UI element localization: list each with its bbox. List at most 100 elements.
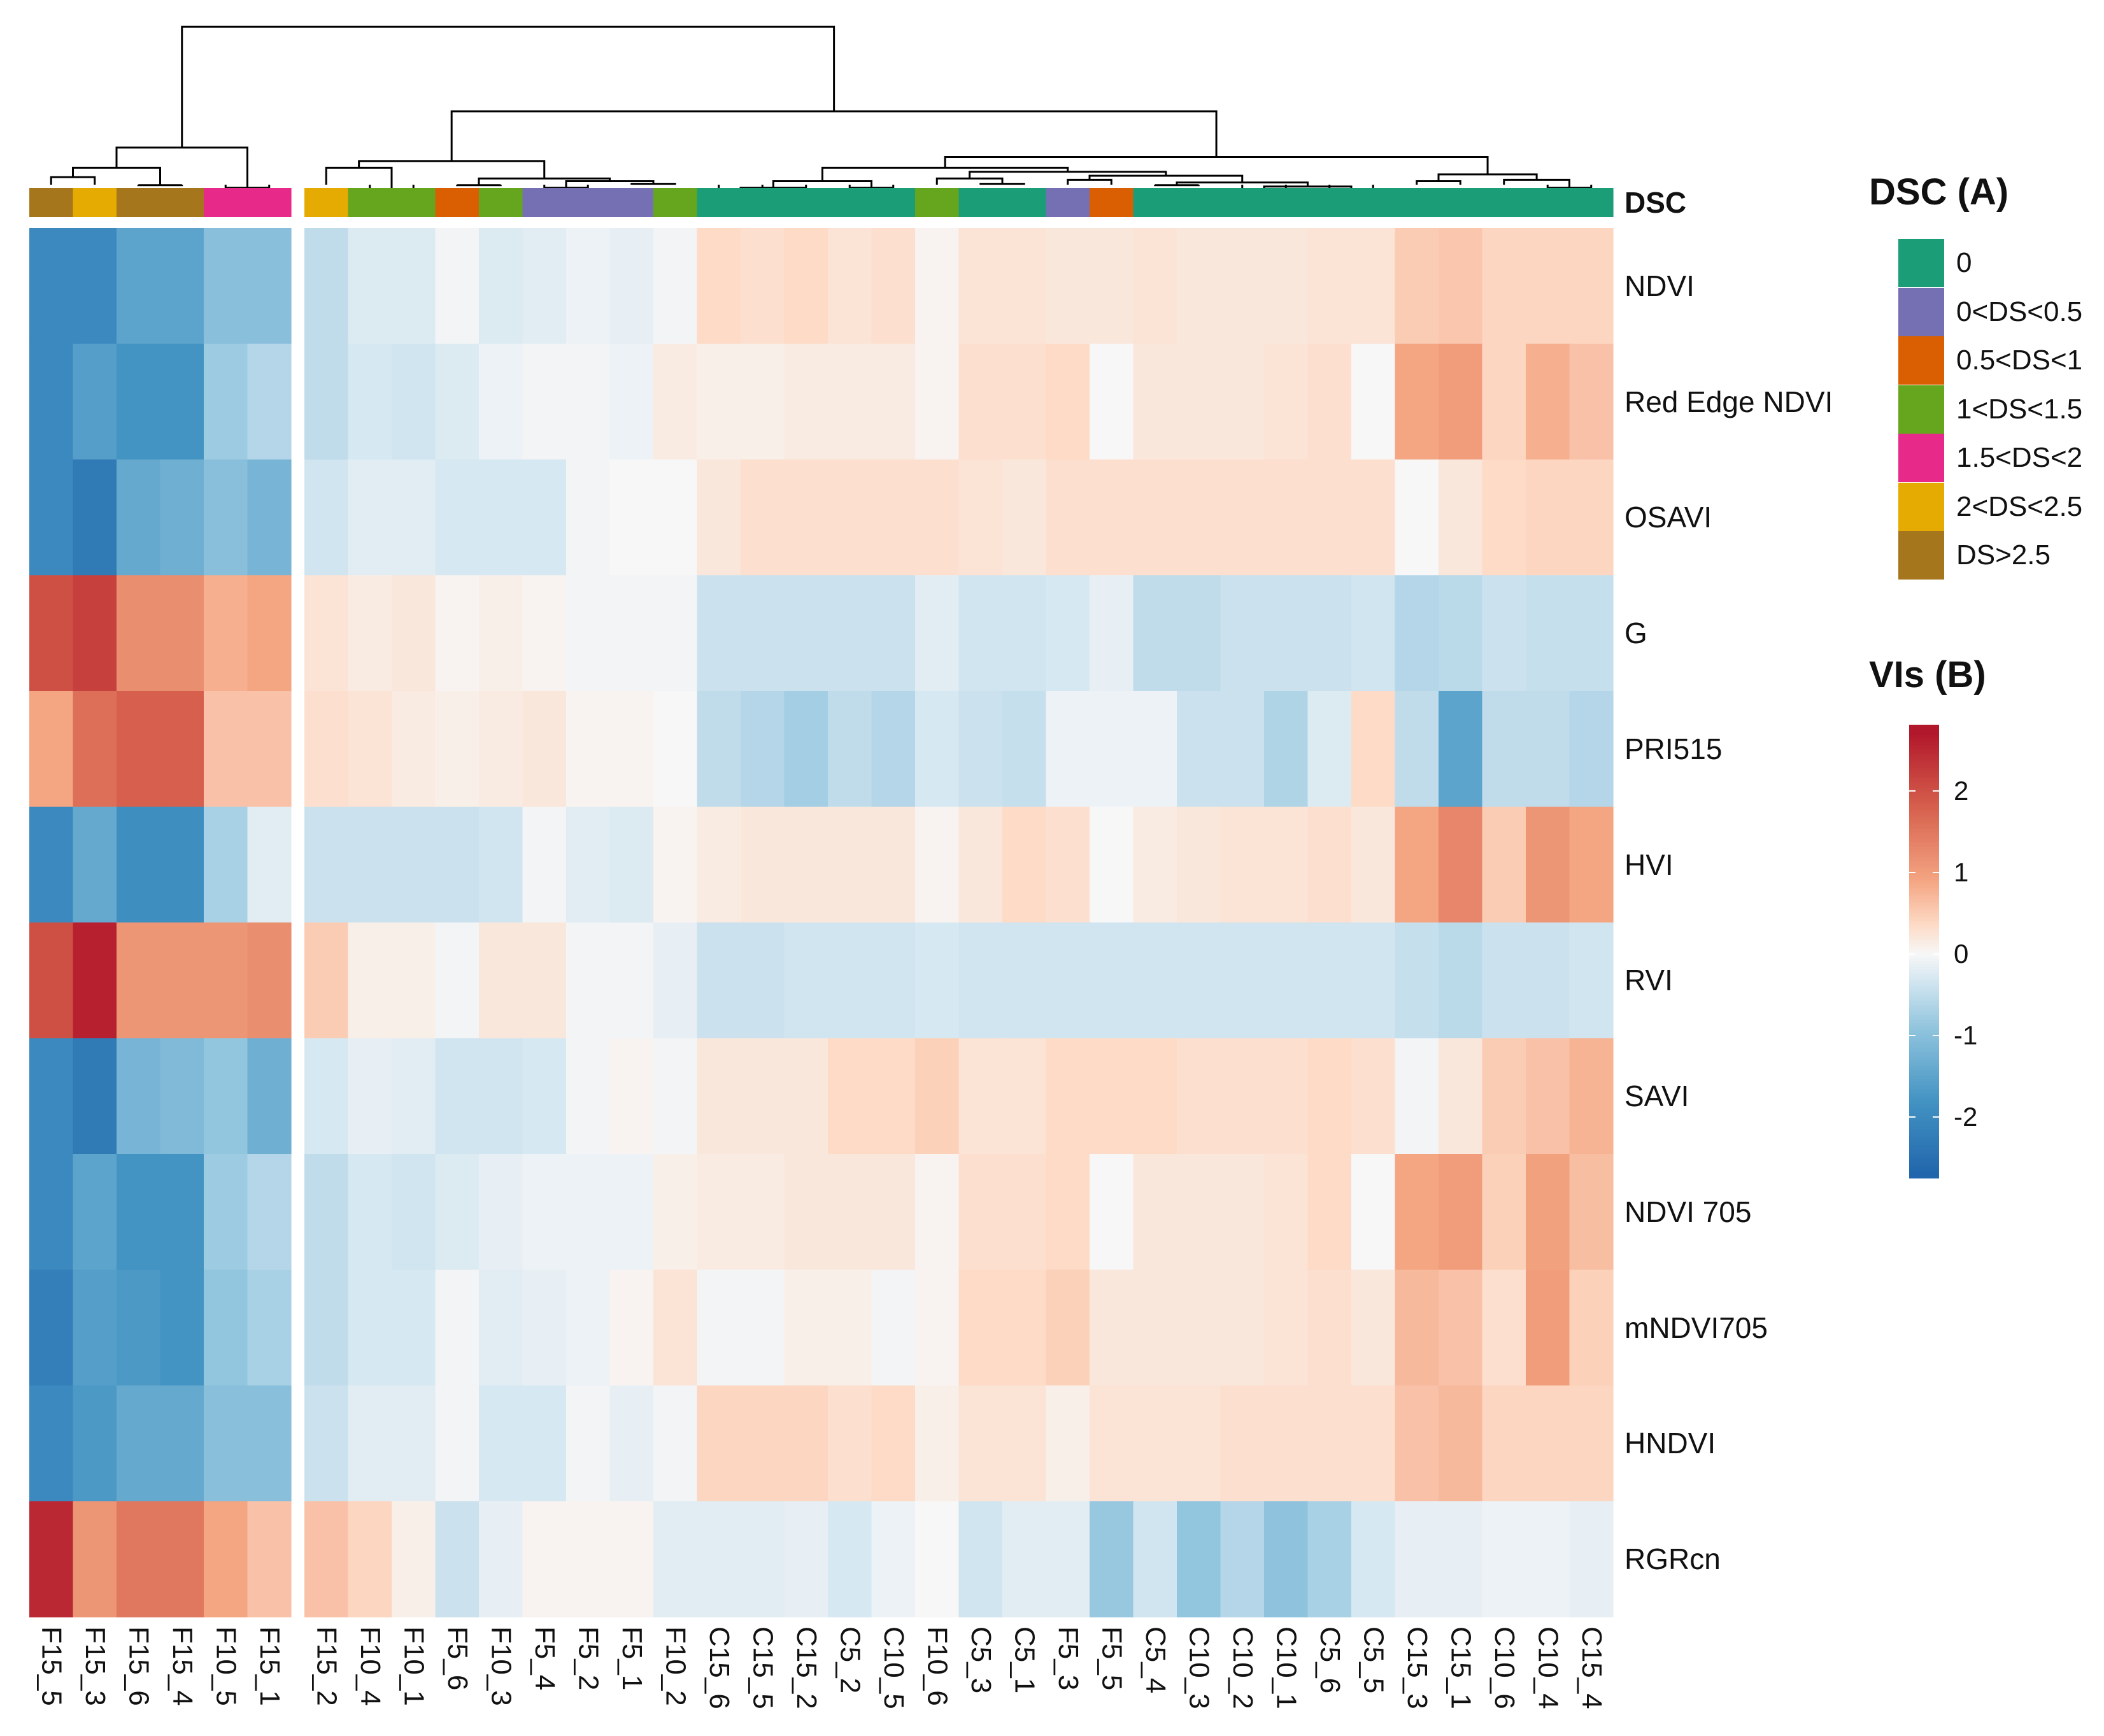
heatmap-cell <box>653 228 698 345</box>
dendrogram-branch <box>1067 178 1112 185</box>
colorbar-segment <box>1909 832 1939 835</box>
heatmap-cell <box>609 575 654 692</box>
heatmap-cell <box>29 806 74 923</box>
heatmap-cell <box>697 1154 741 1270</box>
heatmap-cell <box>697 343 741 460</box>
heatmap-cell <box>828 806 872 923</box>
heatmap-cell <box>1439 1269 1483 1386</box>
row-label: PRI515 <box>1624 732 1723 765</box>
heatmap-cell <box>915 1154 960 1270</box>
colorbar-segment <box>1909 1135 1939 1138</box>
colorbar-segment <box>1909 857 1939 860</box>
heatmap-cell <box>1046 459 1090 576</box>
heatmap-cell <box>1526 691 1570 808</box>
heatmap-cell <box>117 343 161 460</box>
heatmap-cell <box>653 806 698 923</box>
heatmap-cell <box>73 459 117 576</box>
dsc-annotation-cell <box>435 188 480 217</box>
dsc-annotation-label: DSC <box>1624 186 1687 219</box>
heatmap-cell <box>697 575 741 692</box>
heatmap-cell <box>697 1385 741 1502</box>
dsc-annotation-cell <box>1133 188 1177 217</box>
dsc-annotation-cell <box>1090 188 1134 217</box>
heatmap-cell <box>247 1385 292 1502</box>
dendrogram-branch <box>1088 174 1244 183</box>
colorbar-segment <box>1909 969 1939 972</box>
column-label: F5_3 <box>1052 1626 1084 1691</box>
colorbar-segment <box>1909 791 1939 794</box>
heatmap-cell <box>348 1501 392 1618</box>
colorbar-segment <box>1909 1112 1939 1115</box>
column-label: F10_4 <box>354 1626 386 1706</box>
colorbar-segment <box>1909 862 1939 865</box>
heatmap-cell <box>479 1269 523 1386</box>
heatmap-cell <box>1002 575 1047 692</box>
heatmap-cell <box>784 1038 828 1155</box>
colorbar-segment <box>1909 921 1939 924</box>
heatmap-cell <box>479 575 523 692</box>
heatmap-cell <box>247 806 292 923</box>
heatmap-cell <box>479 806 523 923</box>
heatmap-cell <box>566 1385 611 1502</box>
colorbar-segment <box>1909 1142 1939 1146</box>
heatmap-cell <box>247 575 292 692</box>
legend-swatch <box>1898 385 1944 434</box>
heatmap-cell <box>1133 1038 1177 1155</box>
column-label: C10_4 <box>1532 1626 1564 1709</box>
colorbar-segment <box>1909 1079 1939 1082</box>
heatmap-cell <box>522 1385 567 1502</box>
heatmap-cell <box>435 343 480 460</box>
colorbar-segment <box>1909 829 1939 832</box>
heatmap-cell <box>697 922 741 1039</box>
heatmap-cell <box>1439 922 1483 1039</box>
heatmap-cell <box>958 806 1003 923</box>
heatmap-cell <box>29 459 74 576</box>
colorbar-segment <box>1909 964 1939 967</box>
heatmap-cell <box>1439 806 1483 923</box>
heatmap-cell <box>1395 1269 1439 1386</box>
colorbar-segment <box>1909 748 1939 751</box>
dsc-legend-title: DSC (A) <box>1869 171 2009 213</box>
row-label: OSAVI <box>1624 501 1712 534</box>
heatmap-cell <box>1133 806 1177 923</box>
heatmap-cell <box>697 1269 741 1386</box>
heatmap-cell <box>871 575 916 692</box>
heatmap-cell <box>915 1385 960 1502</box>
colorbar-segment <box>1909 1173 1939 1176</box>
dsc-annotation-cell <box>1307 188 1352 217</box>
dsc-annotation-cell <box>1439 188 1483 217</box>
colorbar-segment <box>1909 765 1939 769</box>
heatmap-cell <box>828 343 872 460</box>
dsc-legend-item: 2<DS<2.5 <box>1898 482 2104 531</box>
heatmap-cell <box>247 691 292 808</box>
heatmap-cell <box>1569 1269 1614 1386</box>
row-label: mNDVI705 <box>1624 1311 1768 1344</box>
heatmap-cell <box>958 922 1003 1039</box>
column-label: C10_1 <box>1270 1626 1302 1709</box>
legend-label: 1.5<DS<2 <box>1956 442 2083 473</box>
heatmap-cell <box>1002 806 1047 923</box>
heatmap-cell <box>1307 575 1352 692</box>
heatmap-cell <box>348 806 392 923</box>
colorbar-segment <box>1909 737 1939 741</box>
heatmap-cell <box>1264 1385 1309 1502</box>
dsc-annotation-cell <box>1351 188 1396 217</box>
heatmap-cell <box>741 1154 785 1270</box>
colorbar-segment <box>1909 1155 1939 1158</box>
heatmap-cell <box>392 1501 436 1618</box>
colorbar-segment <box>1909 1010 1939 1013</box>
dsc-annotation-bar <box>29 188 1614 217</box>
heatmap-cell <box>392 228 436 345</box>
heatmap-cell <box>304 691 349 808</box>
colorbar-segment <box>1909 997 1939 1000</box>
heatmap-cell <box>29 228 74 345</box>
colorbar-segment <box>1909 1007 1939 1011</box>
colorbar-segment <box>1909 834 1939 837</box>
row-label: HNDVI <box>1624 1427 1716 1460</box>
heatmap-cell <box>160 1269 204 1386</box>
colorbar-segment <box>1909 1025 1939 1028</box>
heatmap-cell <box>160 228 204 345</box>
colorbar-segment <box>1909 872 1939 876</box>
heatmap-cell <box>117 1269 161 1386</box>
heatmap-cell <box>566 1154 611 1270</box>
